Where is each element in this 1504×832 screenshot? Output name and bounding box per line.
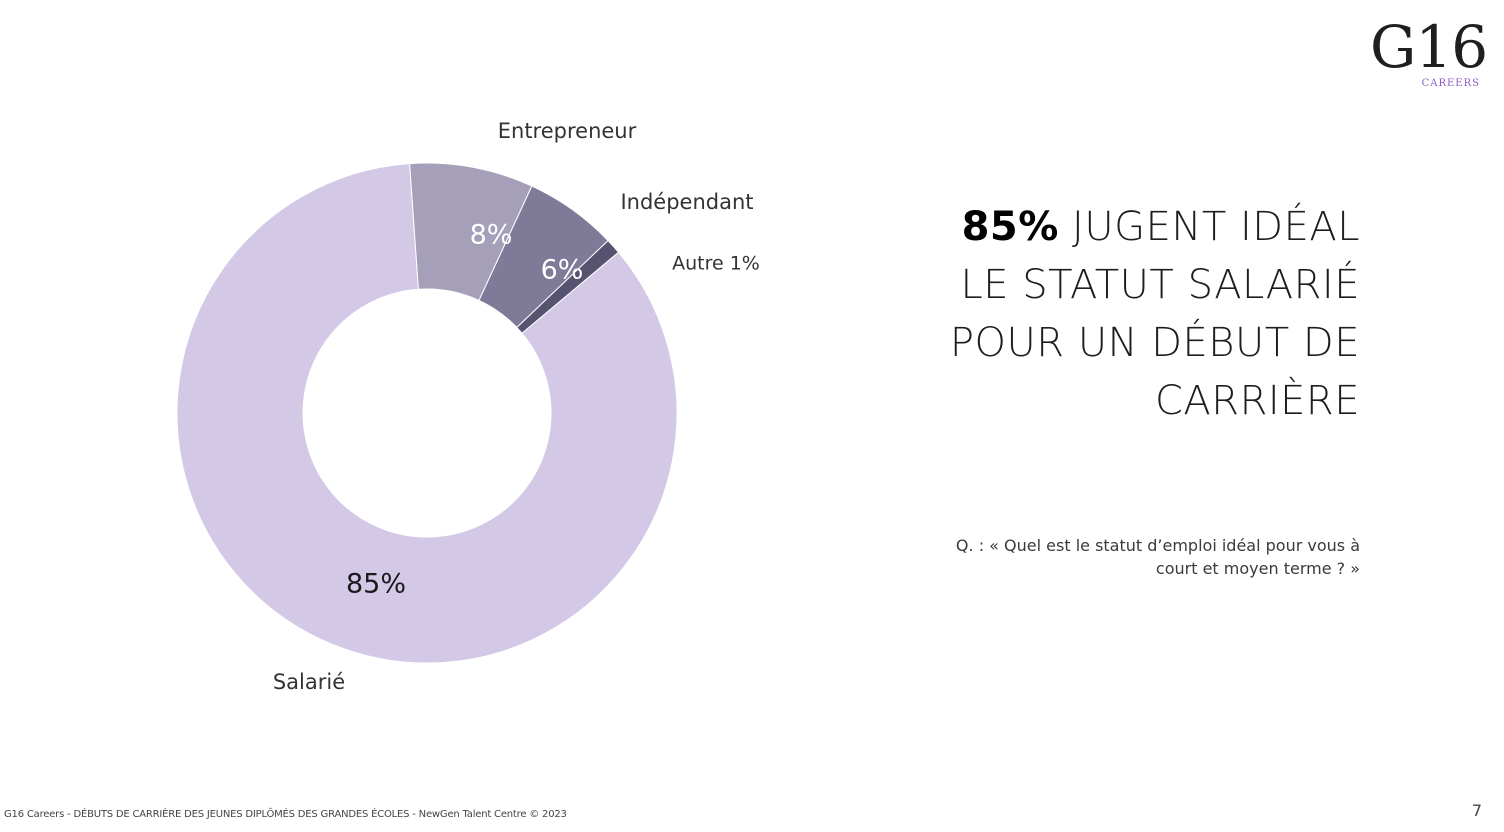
slice-value-label: 85% bbox=[346, 569, 406, 600]
survey-question: Q. : « Quel est le statut d’emploi idéal… bbox=[930, 534, 1360, 580]
footer-source: G16 Careers - DÉBUTS DE CARRIÈRE DES JEU… bbox=[4, 809, 567, 820]
slice-value-label: 8% bbox=[470, 220, 513, 251]
headline-line-3: POUR UN DÉBUT DE bbox=[949, 320, 1360, 366]
slice-category-label: Autre 1% bbox=[672, 253, 760, 275]
logo-mark: G16 bbox=[1370, 13, 1488, 81]
donut-chart: 85% 8% 6% Salarié Entrepreneur Indépendant Aut… bbox=[0, 0, 800, 760]
slice-category-label: Entrepreneur bbox=[498, 119, 637, 143]
survey-question-line-2: court et moyen terme ? » bbox=[1155, 559, 1360, 578]
logo-subtitle: CAREERS bbox=[1421, 78, 1480, 89]
slice-value-label: 6% bbox=[541, 255, 584, 286]
headline-highlight: 85% bbox=[961, 204, 1059, 250]
headline-line-2: LE STATUT SALARIÉ bbox=[960, 262, 1360, 308]
survey-question-line-1: Q. : « Quel est le statut d’emploi idéal… bbox=[955, 536, 1360, 555]
headline-line-1: 85% JUGENT IDÉAL bbox=[840, 198, 1360, 256]
headline-line-1-rest: JUGENT IDÉAL bbox=[1058, 204, 1360, 250]
slice-category-label: Salarié bbox=[273, 670, 345, 694]
headline: 85% JUGENT IDÉAL LE STATUT SALARIÉ POUR … bbox=[840, 198, 1360, 430]
g16-careers-logo: G16 CAREERS bbox=[1370, 13, 1488, 89]
donut-chart-svg: 85% 8% 6% Salarié Entrepreneur Indépendant Aut… bbox=[176, 119, 760, 694]
donut-slice-salari- bbox=[176, 163, 678, 664]
page-number: 7 bbox=[1471, 801, 1482, 820]
headline-line-4: CARRIÈRE bbox=[1154, 378, 1360, 424]
slice-category-label: Indépendant bbox=[620, 190, 753, 214]
